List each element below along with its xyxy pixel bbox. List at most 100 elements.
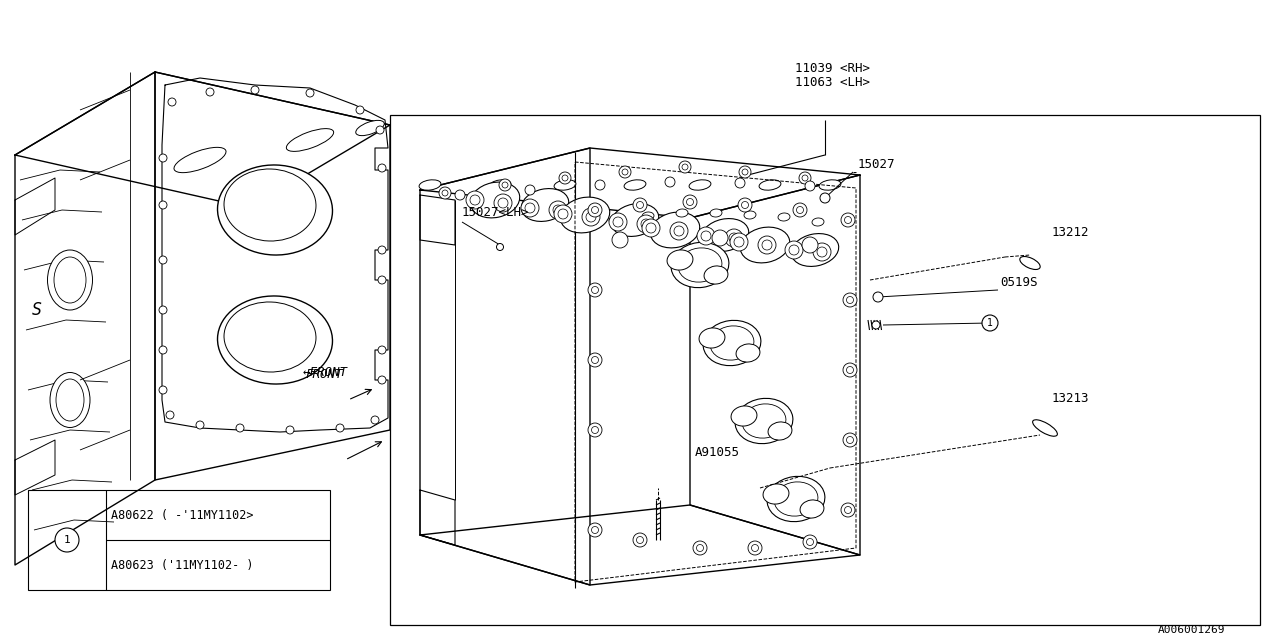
- Circle shape: [595, 180, 605, 190]
- Ellipse shape: [704, 266, 728, 284]
- Circle shape: [588, 353, 602, 367]
- Ellipse shape: [609, 216, 621, 224]
- Circle shape: [609, 213, 627, 231]
- Circle shape: [820, 193, 829, 203]
- Ellipse shape: [650, 212, 700, 248]
- Ellipse shape: [287, 129, 334, 152]
- Bar: [28, 490, 330, 590]
- Circle shape: [588, 423, 602, 437]
- Circle shape: [196, 421, 204, 429]
- Text: 11039 <RH>: 11039 <RH>: [795, 61, 870, 74]
- Circle shape: [588, 203, 602, 217]
- Ellipse shape: [678, 248, 722, 282]
- Circle shape: [646, 223, 657, 233]
- Circle shape: [285, 426, 294, 434]
- Circle shape: [730, 233, 748, 251]
- Ellipse shape: [671, 243, 728, 287]
- Circle shape: [701, 231, 710, 241]
- Circle shape: [748, 541, 762, 555]
- Circle shape: [634, 198, 646, 212]
- Circle shape: [634, 533, 646, 547]
- Text: A91055: A91055: [695, 447, 740, 460]
- Ellipse shape: [50, 372, 90, 428]
- Circle shape: [470, 195, 480, 205]
- Ellipse shape: [710, 326, 754, 360]
- Circle shape: [844, 433, 858, 447]
- Circle shape: [805, 181, 815, 191]
- Circle shape: [637, 215, 655, 233]
- Ellipse shape: [489, 180, 511, 190]
- Circle shape: [159, 154, 166, 162]
- Ellipse shape: [470, 182, 520, 218]
- Circle shape: [525, 185, 535, 195]
- Circle shape: [735, 178, 745, 188]
- Circle shape: [841, 503, 855, 517]
- Circle shape: [497, 243, 503, 250]
- Circle shape: [799, 172, 812, 184]
- Text: A006001269: A006001269: [1158, 625, 1225, 635]
- Circle shape: [442, 190, 448, 196]
- Circle shape: [678, 161, 691, 173]
- Ellipse shape: [736, 344, 760, 362]
- Ellipse shape: [768, 422, 792, 440]
- Text: A80623 ('11MY1102- ): A80623 ('11MY1102- ): [111, 559, 253, 572]
- Text: 1: 1: [987, 318, 993, 328]
- Circle shape: [788, 245, 799, 255]
- Circle shape: [236, 424, 244, 432]
- Circle shape: [159, 306, 166, 314]
- Circle shape: [758, 236, 776, 254]
- Circle shape: [846, 436, 854, 444]
- Ellipse shape: [676, 209, 687, 217]
- Ellipse shape: [224, 169, 316, 241]
- Circle shape: [762, 240, 772, 250]
- Ellipse shape: [699, 328, 724, 348]
- Text: 11063 <LH>: 11063 <LH>: [795, 77, 870, 90]
- Ellipse shape: [819, 180, 841, 190]
- Circle shape: [376, 126, 384, 134]
- Circle shape: [686, 198, 694, 205]
- Ellipse shape: [356, 120, 384, 136]
- Circle shape: [521, 199, 539, 217]
- Circle shape: [206, 88, 214, 96]
- Circle shape: [742, 169, 748, 175]
- Ellipse shape: [778, 213, 790, 221]
- Circle shape: [159, 201, 166, 209]
- Ellipse shape: [419, 180, 440, 190]
- Ellipse shape: [224, 302, 316, 372]
- Circle shape: [378, 246, 387, 254]
- Ellipse shape: [774, 482, 818, 516]
- Circle shape: [872, 321, 881, 329]
- Circle shape: [378, 376, 387, 384]
- Circle shape: [684, 195, 698, 209]
- Circle shape: [498, 198, 508, 208]
- Circle shape: [666, 177, 675, 187]
- Circle shape: [335, 424, 344, 432]
- Ellipse shape: [667, 250, 692, 270]
- Ellipse shape: [612, 204, 659, 236]
- Ellipse shape: [703, 321, 760, 365]
- Circle shape: [813, 243, 831, 261]
- Circle shape: [586, 212, 596, 222]
- Ellipse shape: [643, 212, 654, 220]
- Circle shape: [733, 237, 744, 247]
- Ellipse shape: [625, 180, 646, 190]
- Circle shape: [502, 182, 508, 188]
- Circle shape: [620, 166, 631, 178]
- Ellipse shape: [731, 406, 756, 426]
- Circle shape: [806, 538, 814, 545]
- Ellipse shape: [54, 257, 86, 303]
- Circle shape: [982, 315, 998, 331]
- Circle shape: [636, 202, 644, 209]
- Circle shape: [669, 222, 689, 240]
- Ellipse shape: [742, 404, 786, 438]
- Circle shape: [591, 527, 599, 534]
- Circle shape: [55, 528, 79, 552]
- Circle shape: [499, 179, 511, 191]
- Ellipse shape: [812, 218, 824, 226]
- Ellipse shape: [744, 211, 756, 219]
- Ellipse shape: [47, 250, 92, 310]
- Circle shape: [844, 363, 858, 377]
- Circle shape: [682, 164, 689, 170]
- Circle shape: [454, 190, 465, 200]
- Circle shape: [675, 226, 684, 236]
